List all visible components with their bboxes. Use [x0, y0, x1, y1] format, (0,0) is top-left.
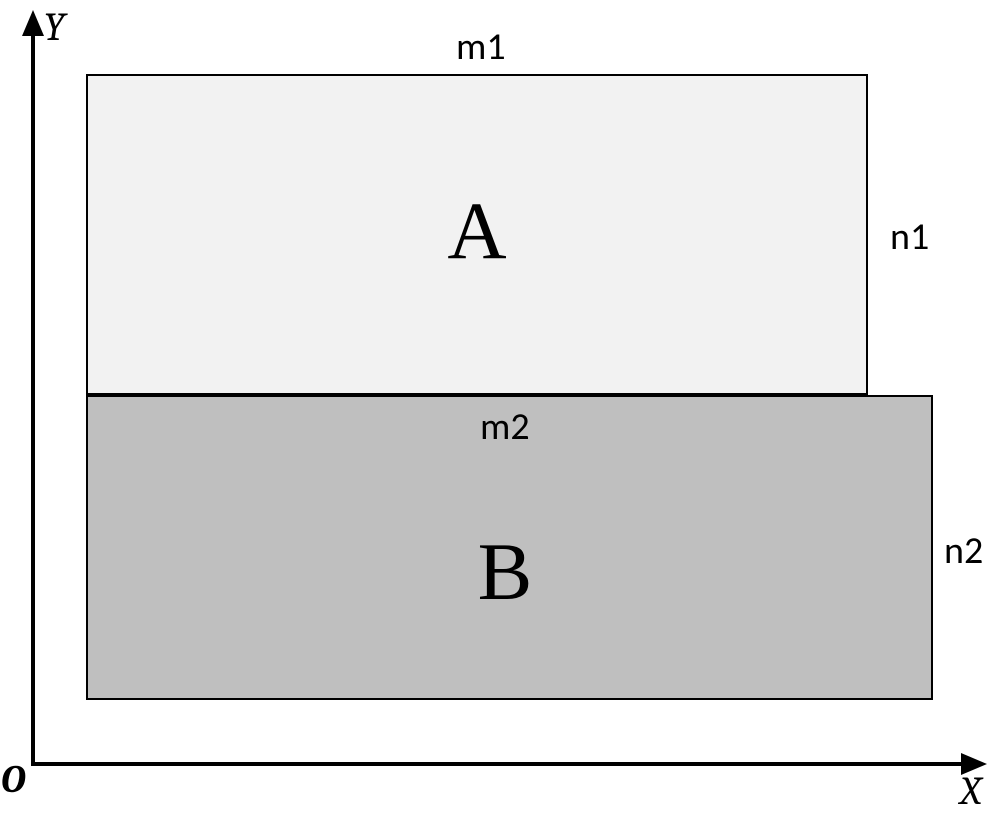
x-axis-line — [31, 762, 977, 766]
n1-label: n1 — [890, 214, 929, 260]
y-axis-arrowhead-icon — [22, 10, 44, 36]
m2-label: m2 — [480, 404, 530, 450]
m1-label: m1 — [456, 24, 506, 70]
n2-label: n2 — [944, 528, 983, 574]
y-axis-line — [31, 20, 35, 766]
region-a-label: A — [395, 184, 559, 278]
origin-label: O — [1, 758, 26, 802]
x-axis-label: X — [960, 768, 982, 814]
region-b-label: B — [423, 525, 587, 619]
diagram-stage: X Y O A B m1 n1 m2 n2 — [0, 0, 1000, 801]
y-axis-label: Y — [44, 4, 65, 50]
